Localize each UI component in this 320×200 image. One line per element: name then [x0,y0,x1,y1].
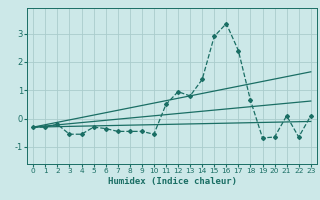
X-axis label: Humidex (Indice chaleur): Humidex (Indice chaleur) [108,177,236,186]
